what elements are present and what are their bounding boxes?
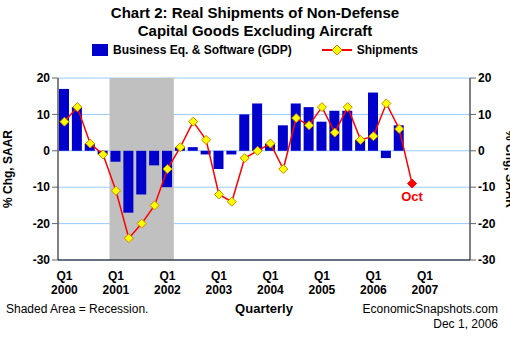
html-text:EconomicSnapshots.com: EconomicSnapshots.com xyxy=(362,302,498,316)
svg-text:-20: -20 xyxy=(478,217,496,231)
svg-text:-30: -30 xyxy=(478,253,496,267)
html-text:Shipments: Shipments xyxy=(356,43,418,57)
svg-text:-30: -30 xyxy=(33,253,51,267)
svg-text:Q12006: Q12006 xyxy=(360,269,387,295)
svg-text:% Chg, SAAR: % Chg, SAAR xyxy=(8,130,15,208)
svg-text:20: 20 xyxy=(478,71,492,85)
svg-text:Q12004: Q12004 xyxy=(257,269,284,295)
svg-text:0: 0 xyxy=(478,144,485,158)
html-text:Dec 1, 2006: Dec 1, 2006 xyxy=(433,317,498,331)
svg-text:Q12002: Q12002 xyxy=(154,269,181,295)
svg-text:10: 10 xyxy=(37,108,51,122)
svg-text:Q12000: Q12000 xyxy=(51,269,78,295)
svg-text:Q12007: Q12007 xyxy=(412,269,439,295)
svg-text:Q12001: Q12001 xyxy=(103,269,130,295)
html-text:Quarterly: Quarterly xyxy=(235,301,293,316)
html-text:Shaded Area = Recession.: Shaded Area = Recession. xyxy=(6,302,149,316)
svg-text:10: 10 xyxy=(478,108,492,122)
svg-text:Q12003: Q12003 xyxy=(206,269,233,295)
html-text:Business Eq. & Software (GDP): Business Eq. & Software (GDP) xyxy=(113,43,292,57)
svg-text:Q12005: Q12005 xyxy=(309,269,336,295)
svg-text:-20: -20 xyxy=(33,217,51,231)
svg-text:-10: -10 xyxy=(478,180,496,194)
svg-text:Oct: Oct xyxy=(401,189,423,204)
svg-text:0: 0 xyxy=(43,144,50,158)
svg-text:-10: -10 xyxy=(33,180,51,194)
html-text:Chart 2: Real Shipments of Non: Chart 2: Real Shipments of Non-Defense C… xyxy=(110,4,400,39)
svg-text:20: 20 xyxy=(37,71,51,85)
